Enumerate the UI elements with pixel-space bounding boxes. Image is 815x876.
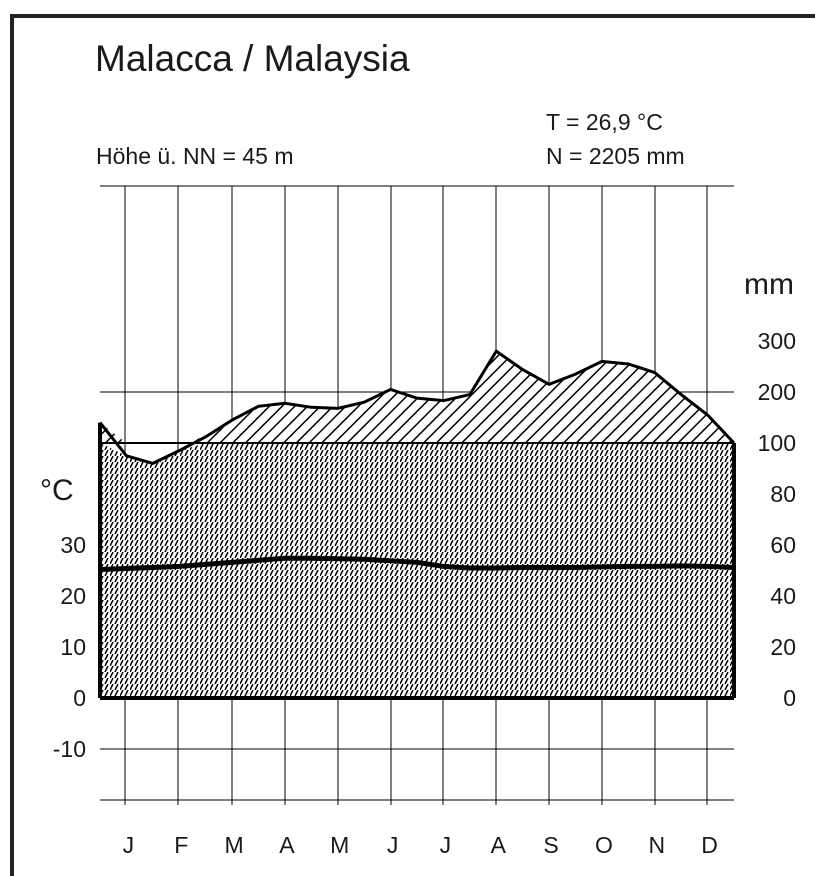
altitude-label: Höhe ü. NN = 45 m [96, 143, 294, 169]
month-tick-label: J [123, 832, 135, 858]
month-tick-label: O [595, 832, 613, 858]
precipitation-tick-label: 20 [770, 634, 796, 660]
temperature-tick-label: -10 [53, 736, 86, 762]
temperature-tick-label: 30 [60, 532, 86, 558]
temperature-tick-label: 20 [60, 583, 86, 609]
month-tick-label: S [543, 832, 558, 858]
precipitation-areas [100, 351, 734, 698]
month-tick-label: J [440, 832, 452, 858]
precipitation-tick-label: 40 [770, 583, 796, 609]
temperature-axis-unit: °C [40, 474, 74, 507]
annual-precipitation-label: N = 2205 mm [546, 143, 685, 169]
humid-period-area [100, 443, 734, 698]
mean-temperature-label: T = 26,9 °C [546, 109, 663, 135]
precipitation-tick-label: 300 [758, 328, 796, 354]
precipitation-tick-label: 80 [770, 481, 796, 507]
precipitation-tick-label: 200 [758, 379, 796, 405]
month-tick-label: F [174, 832, 188, 858]
precipitation-axis-unit: mm [744, 268, 794, 301]
page-frame-lines [10, 14, 815, 876]
temperature-tick-label: 10 [60, 634, 86, 660]
series-lines [98, 349, 736, 572]
month-tick-label: D [701, 832, 718, 858]
chart-axes [98, 422, 736, 700]
month-tick-label: M [330, 832, 349, 858]
precipitation-tick-label: 100 [758, 430, 796, 456]
month-tick-label: M [224, 832, 243, 858]
chart-title: Malacca / Malaysia [95, 38, 410, 79]
month-tick-label: A [491, 832, 507, 858]
temperature-line [99, 555, 735, 572]
month-tick-label: A [279, 832, 295, 858]
month-tick-label: N [648, 832, 665, 858]
precipitation-tick-label: 0 [783, 685, 796, 711]
precipitation-tick-label: 60 [770, 532, 796, 558]
precipitation-line [98, 349, 736, 466]
temperature-tick-label: 0 [73, 685, 86, 711]
month-tick-label: J [387, 832, 399, 858]
